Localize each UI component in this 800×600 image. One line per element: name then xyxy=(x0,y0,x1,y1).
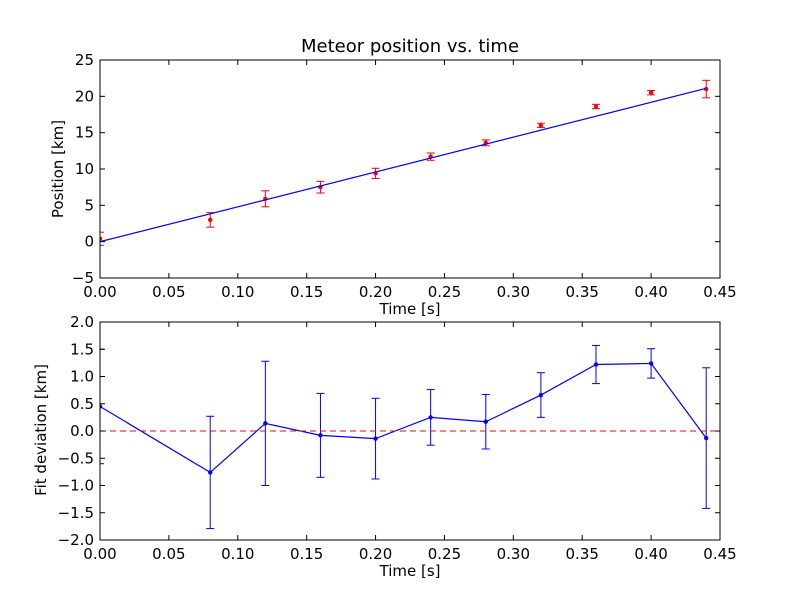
chart-title: Meteor position vs. time xyxy=(301,36,519,57)
data-point xyxy=(100,404,103,409)
x-tick-label: 0.35 xyxy=(566,545,599,563)
y-tick-label: −5 xyxy=(72,269,94,287)
y-axis-label: Fit deviation [km] xyxy=(32,364,50,496)
data-point xyxy=(538,392,544,398)
data-point xyxy=(648,90,654,95)
y-tick-label: 1.0 xyxy=(70,368,94,386)
data-point xyxy=(373,436,378,441)
y-tick-label: −0.5 xyxy=(58,449,94,467)
y-tick-label: 0 xyxy=(84,233,94,251)
x-tick-label: 0.40 xyxy=(634,283,667,301)
data-point xyxy=(428,415,433,420)
data-layer xyxy=(100,344,720,530)
x-tick-label: 0.40 xyxy=(634,545,667,563)
data-layer xyxy=(100,79,711,246)
data-point xyxy=(704,86,709,92)
y-tick-label: 25 xyxy=(75,51,94,69)
y-tick-label: 15 xyxy=(75,124,94,142)
data-point xyxy=(704,435,709,441)
y-tick-label: 1.5 xyxy=(70,340,94,358)
data-point xyxy=(263,421,268,426)
x-tick-label: 0.45 xyxy=(703,283,736,301)
data-point xyxy=(208,217,213,223)
y-tick-label: 5 xyxy=(84,196,94,214)
x-axis-label: Time [s] xyxy=(379,300,441,318)
x-tick-label: 0.05 xyxy=(152,545,185,563)
x-tick-label: 0.00 xyxy=(83,545,116,563)
data-point xyxy=(100,236,103,241)
x-tick-label: 0.05 xyxy=(152,283,185,301)
y-tick-label: 20 xyxy=(75,87,94,105)
deviation-panel: Time [s] Fit deviation [km] 0.00 0.05 0.10… xyxy=(32,313,737,580)
x-tick-label: 0.20 xyxy=(359,283,392,301)
x-tick-label: 0.25 xyxy=(428,545,461,563)
x-tick-label: 0.10 xyxy=(221,283,254,301)
fit-line xyxy=(100,87,707,243)
x-tick-label: 0.15 xyxy=(290,283,323,301)
x-tick-label: 0.25 xyxy=(428,283,461,301)
y-tick-label: −2.0 xyxy=(58,531,94,549)
x-axis-label: Time [s] xyxy=(379,562,441,580)
x-tick-label: 0.35 xyxy=(566,283,599,301)
x-tick-label: 0.20 xyxy=(359,545,392,563)
x-tick-label: 0.30 xyxy=(497,545,530,563)
y-tick-label: −1.5 xyxy=(58,504,94,522)
data-point xyxy=(318,433,323,438)
y-tick-label: 0.0 xyxy=(70,422,94,440)
x-tick-label: 0.00 xyxy=(83,283,116,301)
x-tick-label: 0.45 xyxy=(703,545,736,563)
data-point xyxy=(483,419,488,424)
data-point xyxy=(538,123,544,128)
y-axis-label: Position [km] xyxy=(49,120,67,218)
y-tick-label: −1.0 xyxy=(58,477,94,495)
y-tick-label: 10 xyxy=(75,160,94,178)
data-point xyxy=(648,361,654,366)
y-tick-label: 0.5 xyxy=(70,395,94,413)
data-point xyxy=(208,470,213,475)
x-tick-label: 0.30 xyxy=(497,283,530,301)
position-panel: Meteor position vs. time Time [s] Positi… xyxy=(49,36,737,318)
x-tick-label: 0.10 xyxy=(221,545,254,563)
x-tick-label: 0.15 xyxy=(290,545,323,563)
data-point xyxy=(593,104,599,109)
data-point xyxy=(593,362,599,367)
y-tick-label: 2.0 xyxy=(70,313,94,331)
